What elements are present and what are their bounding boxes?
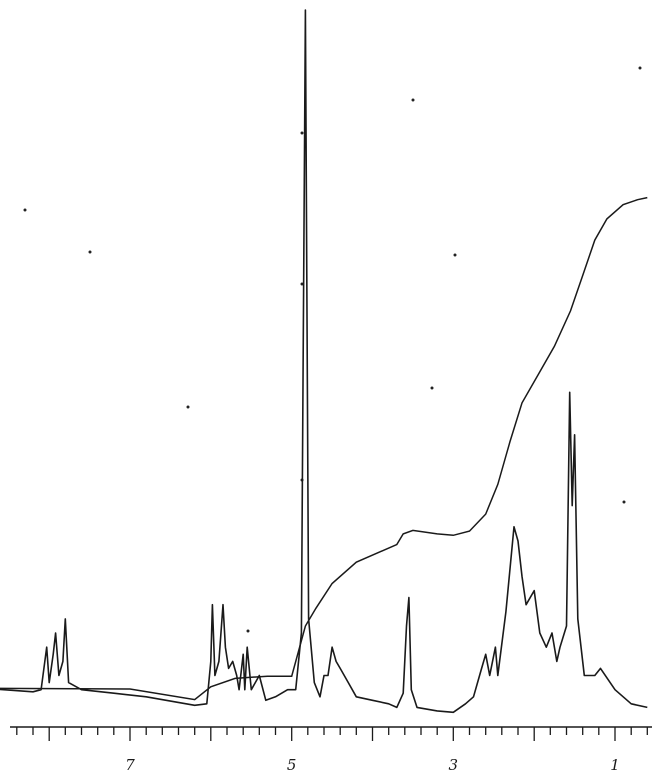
x-tick-label: 1 [610,756,620,774]
speck-mark [412,99,415,102]
speck-mark [24,209,27,212]
spectrum-trace [0,10,647,712]
x-tick-label: 5 [287,756,297,774]
scan-speckle-marks [24,67,642,633]
x-axis-ticks [17,727,648,741]
speck-mark [247,630,250,633]
speck-mark [89,251,92,254]
speck-mark [301,132,304,135]
speck-mark [639,67,642,70]
x-axis-tick-labels: 7 5 3 1 [125,756,620,774]
speck-mark [454,254,457,257]
integral-curve [0,198,647,700]
speck-mark [431,387,434,390]
x-tick-label: 7 [125,756,135,774]
speck-mark [187,406,190,409]
speck-mark [623,501,626,504]
x-tick-label: 3 [449,756,459,774]
